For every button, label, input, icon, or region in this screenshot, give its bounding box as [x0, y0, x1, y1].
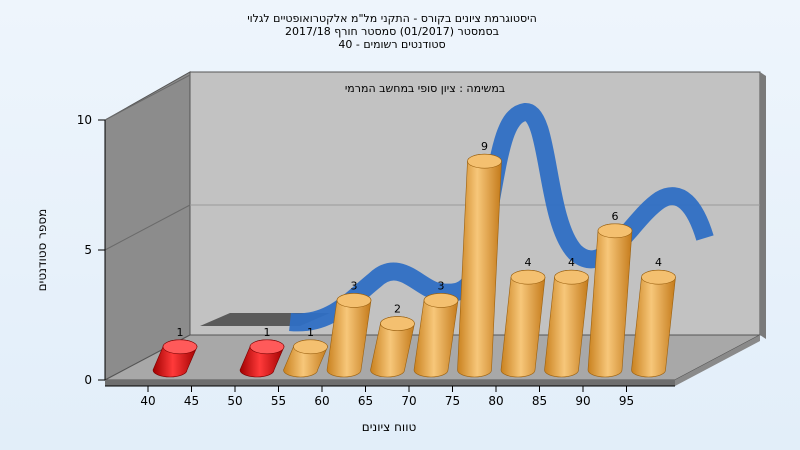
chart-subtitle: במשימה : ציון סופי במחשב המרמי	[345, 82, 505, 95]
bar-65: 2	[370, 303, 415, 378]
gridline-left-wall	[104, 204, 191, 251]
bar-top	[510, 269, 546, 285]
x-tick-label: 45	[184, 394, 199, 408]
floor-right-edge	[675, 335, 760, 386]
x-tick-label: 65	[358, 394, 373, 408]
bar-top	[467, 153, 502, 169]
bar-50: 1	[239, 326, 285, 378]
x-tick-label: 50	[227, 394, 242, 408]
data-label: 3	[351, 279, 358, 292]
x-axis: 40 45 50 55 60 65 70 75 80 85 90 95	[105, 385, 675, 408]
x-tick-label: 55	[271, 394, 286, 408]
bar-top	[380, 316, 415, 331]
bar-top	[336, 293, 372, 308]
bar-75: 9	[457, 140, 502, 378]
back-wall-shadow	[760, 72, 766, 339]
x-tick-label: 90	[575, 394, 590, 408]
bar-95: 4	[631, 256, 676, 378]
title-line-2: בסמסטר (01/2017) סמסטר חורף 2017/18	[285, 25, 499, 38]
bar-70: 3	[413, 279, 459, 378]
bar-top	[554, 269, 589, 285]
data-label: 4	[568, 256, 575, 269]
bar-top	[423, 293, 459, 308]
x-tick-label: 95	[619, 394, 634, 408]
series-curve	[289, 103, 714, 332]
data-label: 1	[307, 326, 314, 339]
data-label: 6	[612, 210, 619, 223]
x-axis-title: טווח ציונים	[362, 420, 417, 434]
bars: 1 1 1 3 2 3 9 4 4 6 4	[152, 140, 676, 378]
bar-40: 1	[152, 326, 198, 378]
x-tick-label: 70	[401, 394, 416, 408]
bar-55: 1	[283, 326, 328, 378]
chart-title: היסטוגרמת ציונים בקורס - התקני מל"מ אלקט…	[247, 12, 537, 51]
x-tick-label: 60	[314, 394, 329, 408]
bar-top	[641, 269, 676, 285]
title-line-1: היסטוגרמת ציונים בקורס - התקני מל"מ אלקט…	[247, 12, 537, 25]
data-label: 1	[177, 326, 184, 339]
x-tick-label: 75	[445, 394, 460, 408]
y-axis-title: מספר סטודנטים	[35, 209, 49, 292]
y-axis: 0 5 10	[77, 113, 106, 387]
data-label: 1	[264, 326, 271, 339]
data-label: 2	[394, 303, 401, 316]
y-tick-label: 5	[84, 243, 92, 257]
bar-top	[249, 339, 285, 355]
bar-top	[597, 223, 633, 239]
data-label: 4	[525, 256, 532, 269]
x-tick-label: 40	[140, 394, 155, 408]
bar-top	[293, 339, 328, 355]
bar-80: 4	[500, 256, 546, 378]
x-tick-label: 85	[532, 394, 547, 408]
title-line-3: סטודנטים רשומים - 40	[338, 38, 445, 51]
data-label: 4	[655, 256, 662, 269]
y-tick-label: 10	[77, 113, 92, 127]
data-label: 3	[438, 279, 445, 292]
gridline-left-wall	[104, 74, 191, 121]
bar-top	[162, 339, 198, 355]
floor-front-edge	[105, 380, 675, 386]
y-tick-label: 0	[84, 373, 92, 387]
bar-90: 6	[587, 210, 633, 378]
data-label: 9	[481, 140, 488, 153]
x-tick-label: 80	[488, 394, 503, 408]
bar-85: 4	[544, 256, 589, 378]
bar-60: 3	[326, 279, 372, 378]
